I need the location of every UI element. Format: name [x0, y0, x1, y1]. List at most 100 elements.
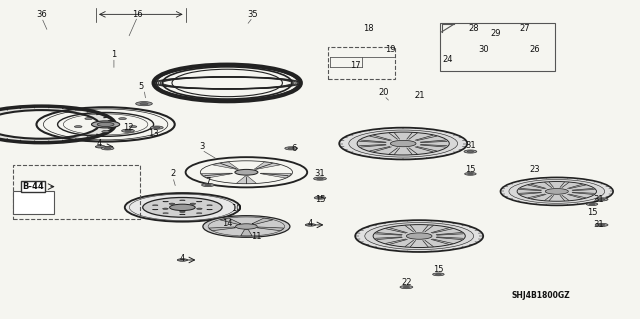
Ellipse shape [598, 224, 605, 226]
Text: 4: 4 [308, 219, 313, 228]
Ellipse shape [517, 182, 596, 201]
Text: 16: 16 [132, 10, 143, 19]
Text: 21: 21 [414, 91, 424, 100]
Text: B-44: B-44 [24, 182, 43, 191]
Ellipse shape [163, 201, 168, 202]
Ellipse shape [203, 216, 290, 237]
Text: 31: 31 [593, 195, 604, 204]
Text: 36: 36 [36, 10, 47, 19]
Ellipse shape [598, 199, 605, 200]
Ellipse shape [152, 209, 158, 210]
Ellipse shape [595, 223, 608, 226]
Text: 13: 13 [148, 130, 159, 138]
Ellipse shape [365, 223, 474, 249]
Ellipse shape [586, 203, 598, 205]
Ellipse shape [136, 102, 152, 106]
Text: 15: 15 [433, 265, 444, 274]
Ellipse shape [101, 147, 114, 150]
Ellipse shape [349, 130, 458, 157]
Text: 17: 17 [350, 61, 360, 70]
Ellipse shape [190, 203, 196, 204]
Text: 20: 20 [379, 88, 389, 97]
Polygon shape [254, 162, 280, 169]
Ellipse shape [400, 286, 413, 289]
Ellipse shape [125, 130, 131, 131]
Text: 23: 23 [529, 165, 540, 174]
Ellipse shape [305, 224, 316, 226]
Ellipse shape [467, 151, 474, 152]
Text: 28: 28 [468, 24, 479, 33]
Polygon shape [0, 106, 115, 143]
Ellipse shape [467, 173, 474, 174]
FancyBboxPatch shape [13, 191, 54, 214]
Ellipse shape [95, 145, 106, 148]
Polygon shape [220, 218, 241, 224]
Ellipse shape [355, 220, 483, 252]
Ellipse shape [143, 197, 222, 217]
Text: 22: 22 [401, 278, 412, 287]
Ellipse shape [74, 126, 82, 128]
Ellipse shape [406, 233, 432, 239]
Ellipse shape [163, 208, 168, 209]
Ellipse shape [464, 150, 477, 153]
Ellipse shape [196, 201, 202, 202]
Text: 12: 12 [123, 123, 133, 132]
Ellipse shape [373, 225, 465, 248]
Ellipse shape [205, 184, 211, 186]
Ellipse shape [235, 169, 258, 175]
Text: 11: 11 [251, 232, 261, 241]
Text: 1: 1 [111, 50, 116, 59]
Ellipse shape [465, 173, 476, 175]
Ellipse shape [595, 198, 608, 201]
Text: 15: 15 [587, 208, 597, 217]
Ellipse shape [150, 126, 163, 129]
Ellipse shape [122, 129, 134, 132]
Ellipse shape [390, 140, 416, 147]
Ellipse shape [97, 122, 114, 127]
Ellipse shape [102, 130, 109, 132]
Ellipse shape [207, 209, 212, 210]
Ellipse shape [104, 148, 111, 149]
Ellipse shape [177, 259, 188, 261]
Ellipse shape [589, 204, 595, 205]
Text: 15: 15 [315, 195, 325, 204]
Ellipse shape [154, 127, 160, 128]
Polygon shape [209, 227, 236, 231]
Ellipse shape [180, 200, 185, 201]
Text: 26: 26 [529, 45, 540, 54]
Text: 3: 3 [199, 142, 204, 151]
Polygon shape [241, 229, 252, 236]
Text: 15: 15 [465, 165, 476, 174]
Ellipse shape [288, 148, 294, 149]
Ellipse shape [545, 189, 568, 194]
Ellipse shape [436, 274, 442, 275]
Text: 19: 19 [385, 45, 396, 54]
Ellipse shape [85, 118, 93, 120]
Ellipse shape [169, 203, 175, 204]
Ellipse shape [180, 214, 185, 215]
Polygon shape [252, 218, 273, 224]
Ellipse shape [317, 197, 323, 198]
Text: 35: 35 [248, 10, 258, 19]
Polygon shape [237, 176, 256, 183]
Ellipse shape [509, 180, 605, 203]
Polygon shape [260, 173, 291, 178]
Ellipse shape [285, 147, 298, 150]
Ellipse shape [170, 204, 195, 211]
Ellipse shape [125, 193, 240, 222]
Ellipse shape [196, 208, 202, 209]
Text: 6: 6 [292, 144, 297, 153]
Text: 7: 7 [205, 177, 211, 186]
Text: 30: 30 [478, 45, 488, 54]
Ellipse shape [236, 224, 257, 229]
Text: 31: 31 [315, 169, 325, 178]
Text: 24: 24 [443, 55, 453, 63]
Polygon shape [202, 173, 232, 178]
Ellipse shape [314, 177, 326, 180]
Text: 14: 14 [222, 219, 232, 228]
Ellipse shape [129, 126, 137, 128]
Ellipse shape [92, 121, 120, 128]
Text: SHJ4B1800GZ: SHJ4B1800GZ [511, 291, 570, 300]
Ellipse shape [317, 178, 323, 179]
Text: B-44: B-44 [22, 182, 44, 191]
